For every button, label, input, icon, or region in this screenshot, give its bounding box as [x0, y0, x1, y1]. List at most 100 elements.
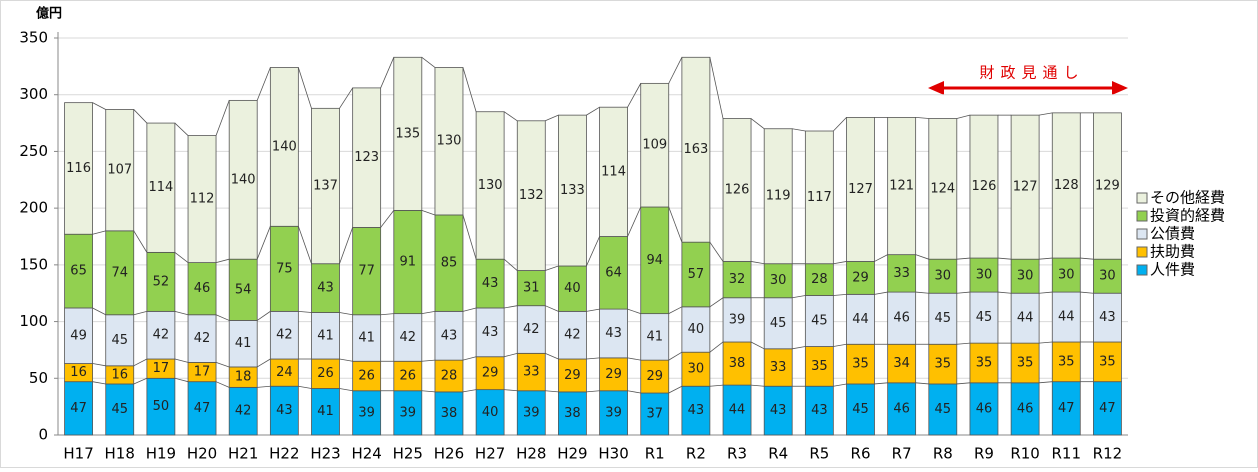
- data-label: 45: [935, 402, 952, 417]
- data-label: 77: [358, 264, 375, 279]
- data-label: 28: [811, 272, 828, 287]
- data-label: 137: [313, 179, 338, 194]
- data-label: 32: [729, 272, 746, 287]
- data-label: 44: [852, 312, 869, 327]
- connector: [503, 258, 518, 271]
- bar-segment: [1051, 257, 1081, 293]
- data-label: 35: [1017, 355, 1034, 370]
- data-label: 29: [564, 368, 581, 383]
- data-label: 17: [153, 361, 170, 376]
- bar-segment: [804, 130, 834, 265]
- data-label: 39: [400, 405, 417, 420]
- connector: [833, 383, 847, 387]
- data-label: 112: [190, 192, 215, 207]
- data-label: 31: [523, 281, 540, 296]
- connector: [504, 389, 518, 392]
- data-label: 29: [646, 369, 663, 384]
- data-label: 29: [852, 270, 869, 285]
- connector: [545, 114, 559, 122]
- data-label: 26: [400, 369, 417, 384]
- bar-segment: [804, 263, 834, 296]
- bar-segment: [640, 313, 670, 361]
- data-label: 40: [688, 322, 705, 337]
- bar-segment: [640, 392, 670, 436]
- data-label: 34: [893, 356, 910, 371]
- connector: [792, 346, 806, 350]
- data-label: 50: [153, 399, 170, 414]
- bar-segment: [804, 295, 834, 347]
- bar-segment: [434, 214, 464, 312]
- connector: [915, 382, 929, 385]
- data-label: 127: [848, 182, 873, 197]
- bar-segment: [311, 358, 340, 389]
- connector: [668, 206, 683, 243]
- connector: [215, 381, 230, 388]
- x-tick-label: R11: [1052, 445, 1082, 463]
- x-tick-label: R10: [1010, 445, 1040, 463]
- bar-segment: [64, 307, 93, 364]
- data-label: 114: [148, 180, 173, 195]
- data-label: 46: [1017, 401, 1034, 416]
- y-tick-label: 150: [19, 255, 48, 273]
- connector: [298, 310, 312, 313]
- bar-segment: [311, 312, 340, 360]
- bar-segment: [228, 258, 258, 321]
- data-label: 54: [235, 282, 252, 297]
- connector: [92, 307, 106, 316]
- connector: [586, 390, 600, 393]
- x-tick-label: H25: [393, 445, 423, 463]
- connector: [709, 57, 724, 119]
- bar-segment: [105, 314, 135, 367]
- data-label: 45: [770, 316, 787, 331]
- bar-segment: [969, 342, 999, 384]
- connector: [709, 341, 724, 353]
- bar-segment: [558, 310, 587, 360]
- data-label: 43: [688, 403, 705, 418]
- bar-segment: [804, 385, 834, 436]
- bar-segment: [846, 383, 875, 436]
- connector: [174, 252, 189, 263]
- bar-segment: [393, 56, 423, 211]
- data-label: 43: [811, 403, 828, 418]
- bar-segment: [599, 390, 628, 436]
- data-label: 46: [893, 401, 910, 416]
- bar-segment: [969, 114, 999, 259]
- connector: [174, 310, 189, 316]
- connector: [874, 254, 888, 262]
- arrow-head: [928, 81, 944, 95]
- connector: [339, 312, 353, 316]
- y-tick-label: 300: [19, 85, 48, 103]
- data-label: 42: [194, 331, 211, 346]
- connector: [668, 351, 683, 361]
- data-label: 91: [400, 255, 417, 270]
- connector: [627, 206, 642, 237]
- bar-segment: [187, 135, 217, 263]
- connector: [297, 226, 312, 264]
- data-label: 41: [646, 329, 663, 344]
- x-tick-label: R3: [727, 445, 747, 463]
- x-tick-label: R12: [1093, 445, 1123, 463]
- data-label: 130: [478, 178, 503, 193]
- data-label: 132: [519, 188, 544, 203]
- x-tick-label: H27: [475, 445, 505, 463]
- bar-segment: [722, 384, 752, 436]
- connector: [709, 241, 724, 262]
- data-label: 47: [70, 401, 87, 416]
- data-label: 47: [1058, 401, 1075, 416]
- bar-segment: [763, 348, 793, 387]
- y-tick-label: 50: [29, 369, 48, 387]
- bar-segment: [722, 297, 752, 343]
- data-label: 64: [605, 265, 622, 280]
- bar-segment: [393, 313, 423, 362]
- data-label: 41: [317, 328, 334, 343]
- connector: [92, 381, 106, 385]
- data-label: 39: [523, 405, 540, 420]
- y-tick-label: 100: [19, 312, 48, 330]
- data-label: 16: [70, 365, 87, 380]
- connector: [462, 389, 477, 393]
- bar-segment: [1051, 381, 1081, 436]
- data-label: 38: [441, 406, 458, 421]
- connector: [627, 357, 641, 361]
- bar-segment: [969, 382, 999, 436]
